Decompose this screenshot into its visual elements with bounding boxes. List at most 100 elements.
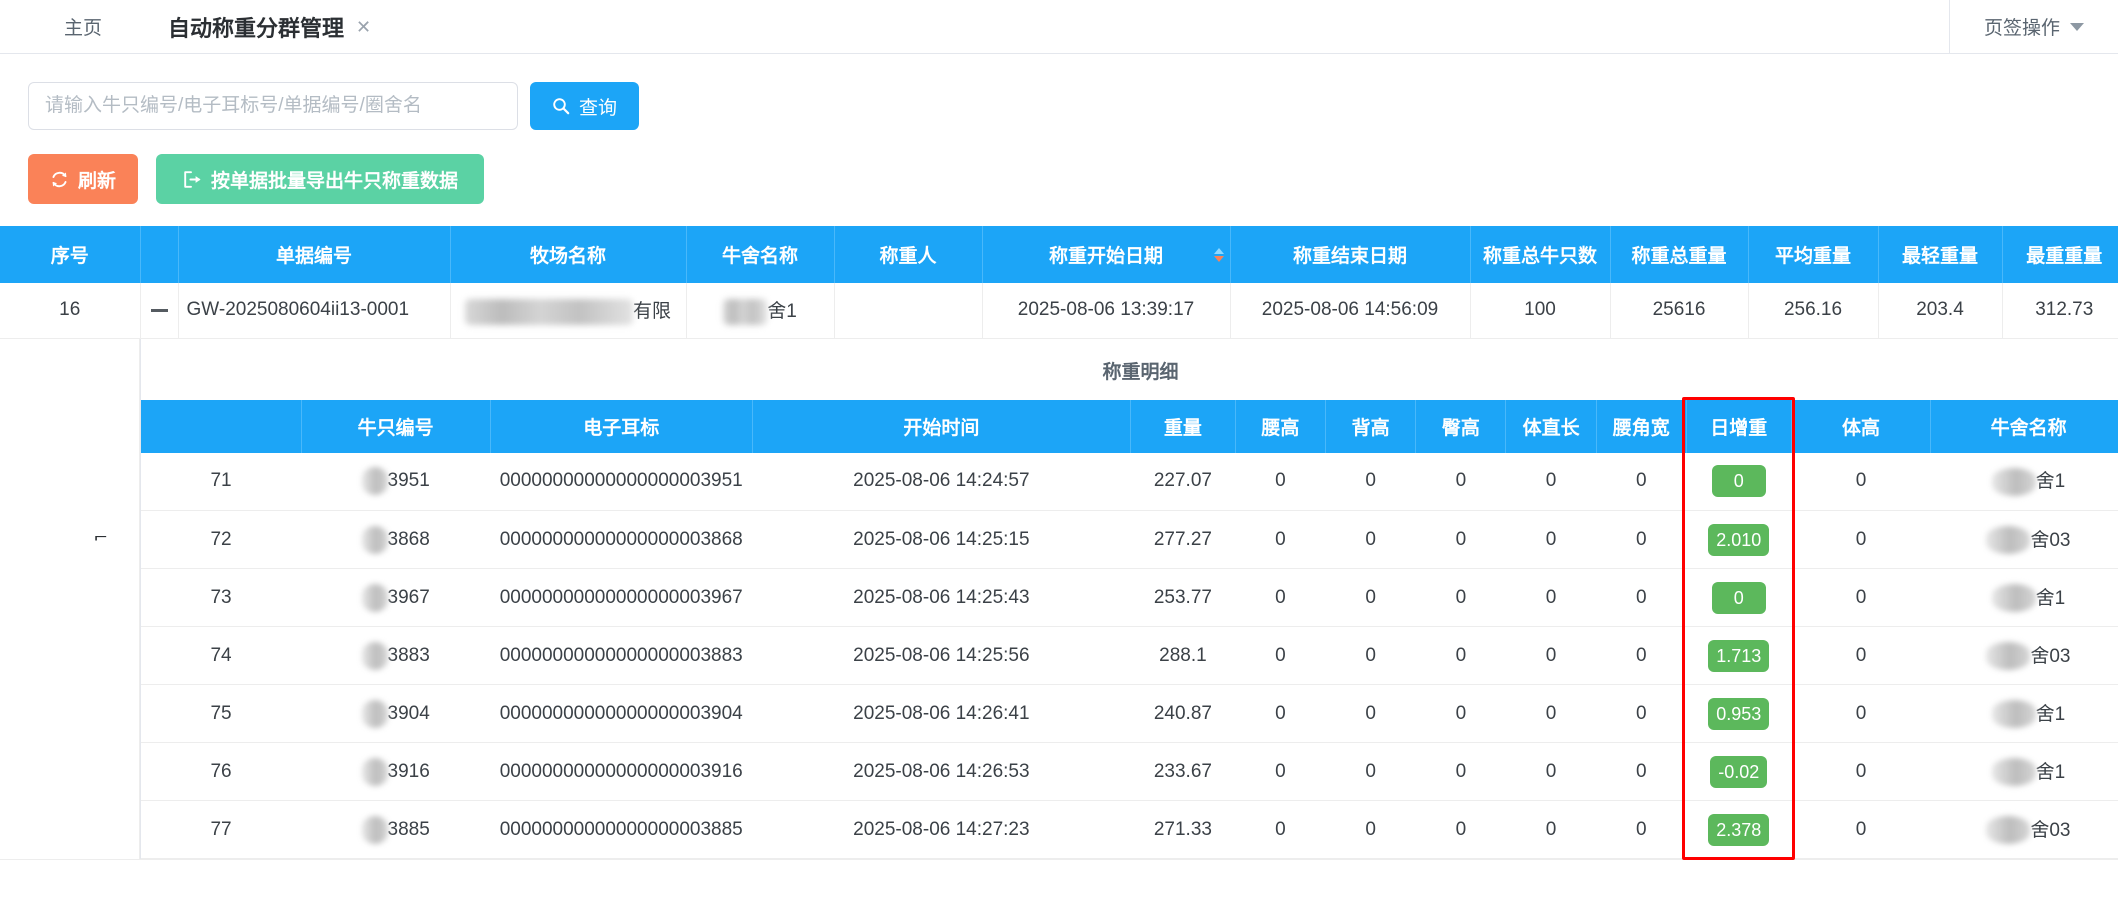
- dcol-back-height[interactable]: 背高: [1325, 400, 1417, 453]
- export-button[interactable]: 按单据批量导出牛只称重数据: [156, 154, 485, 204]
- cell-cow-no: 3868: [301, 510, 491, 569]
- cell-cow-no: 3916: [301, 742, 491, 801]
- cell-hip-height: 0: [1415, 452, 1506, 511]
- detail-table-row[interactable]: 76 3916 00000000000000000003916 2025-08-06 …: [141, 742, 2118, 801]
- cell-hip-width: 0: [1596, 510, 1687, 569]
- col-farm-name[interactable]: 牧场名称: [450, 226, 687, 283]
- col-weigher[interactable]: 称重人: [834, 226, 983, 283]
- cell-body-height: 0: [1791, 800, 1931, 859]
- col-average-weight[interactable]: 平均重量: [1748, 226, 1879, 283]
- col-weigh-end-date[interactable]: 称重结束日期: [1230, 226, 1471, 283]
- cell-cow-no: 3951: [301, 452, 491, 511]
- cell-start-time: 2025-08-06 14:25:43: [752, 568, 1131, 627]
- detail-body: 称重明细: [140, 339, 2118, 859]
- cell-hip-width: 0: [1596, 626, 1687, 685]
- redaction-block: [723, 298, 768, 325]
- col-expand: [140, 226, 179, 283]
- cell-cow-no-suffix: 3868: [387, 528, 430, 550]
- col-total-weight[interactable]: 称重总重量: [1610, 226, 1749, 283]
- table-row[interactable]: 16 GW-2025080604ii13-0001 有限 舍1 2025-08-…: [0, 282, 2118, 339]
- resize-handle-icon[interactable]: ⌐: [94, 529, 108, 546]
- search-input[interactable]: [28, 82, 518, 130]
- search-toolbar: 查询: [0, 54, 2118, 130]
- col-heaviest-weight[interactable]: 最重重量: [2002, 226, 2118, 283]
- dcol-weight[interactable]: 重量: [1130, 400, 1236, 453]
- expand-collapse-button[interactable]: [140, 282, 179, 339]
- redaction-block: [361, 757, 388, 786]
- cell-body-length: 0: [1505, 742, 1597, 801]
- col-serial-no[interactable]: 序号: [0, 226, 141, 283]
- tab-active-label: 自动称重分群管理: [168, 15, 345, 41]
- cell-index: 71: [141, 452, 302, 511]
- redaction-block: [1991, 584, 2036, 613]
- detail-table-row[interactable]: 71 3951 00000000000000000003951 2025-08-06 …: [141, 452, 2118, 511]
- detail-gutter: ⌐: [0, 339, 140, 859]
- cell-back-height: 0: [1325, 510, 1416, 569]
- cell-weight: 277.27: [1130, 510, 1236, 569]
- daily-gain-badge: 1.713: [1708, 639, 1770, 672]
- cell-hip-height: 0: [1415, 568, 1506, 627]
- cell-back-height: 0: [1325, 742, 1416, 801]
- redaction-block: [1991, 700, 2036, 729]
- cell-index: 73: [141, 568, 302, 627]
- tab-auto-weighing-group-management[interactable]: 自动称重分群管理 ✕: [142, 0, 397, 53]
- cell-cow-no-suffix: 3885: [387, 818, 430, 840]
- cell-barn-name: 舍03: [1930, 626, 2118, 685]
- cell-start-time: 2025-08-06 14:27:23: [752, 800, 1131, 859]
- export-button-label: 按单据批量导出牛只称重数据: [211, 170, 459, 192]
- search-button[interactable]: 查询: [530, 82, 640, 130]
- detail-table-row[interactable]: 72 3868 00000000000000000003868 2025-08-06 …: [141, 510, 2118, 569]
- dcol-barn-name[interactable]: 牛舍名称: [1930, 400, 2118, 453]
- detail-table-body: 71 3951 00000000000000000003951 2025-08-06 …: [141, 452, 2118, 859]
- dcol-hip-width[interactable]: 腰角宽: [1596, 400, 1687, 453]
- action-toolbar: 刷新 按单据批量导出牛只称重数据: [0, 130, 2118, 226]
- refresh-button[interactable]: 刷新: [28, 154, 139, 204]
- col-lightest-weight[interactable]: 最轻重量: [1878, 226, 2003, 283]
- cell-ear-tag: 00000000000000000003967: [490, 568, 753, 627]
- cell-barn-name-suffix: 舍1: [2035, 471, 2066, 493]
- dcol-cow-no[interactable]: 牛只编号: [301, 400, 491, 453]
- cell-body-length: 0: [1505, 684, 1597, 743]
- redaction-block: [1991, 758, 2036, 787]
- search-button-label: 查询: [579, 97, 618, 119]
- cell-body-height: 0: [1791, 626, 1931, 685]
- col-total-head-count[interactable]: 称重总牛只数: [1470, 226, 1611, 283]
- dcol-hip-height[interactable]: 臀高: [1415, 400, 1507, 453]
- cell-barn-name: 舍1: [1930, 742, 2118, 801]
- col-weigh-start-date-label: 称重开始日期: [1048, 246, 1163, 268]
- dcol-body-height[interactable]: 体高: [1791, 400, 1932, 453]
- col-barn-name[interactable]: 牛舍名称: [686, 226, 835, 283]
- detail-table-row[interactable]: 75 3904 00000000000000000003904 2025-08-06 …: [141, 684, 2118, 743]
- tab-home[interactable]: 主页: [0, 0, 142, 53]
- detail-table-row[interactable]: 73 3967 00000000000000000003967 2025-08-06 …: [141, 568, 2118, 627]
- daily-gain-badge: 0: [1711, 581, 1766, 614]
- dcol-waist-height[interactable]: 腰高: [1235, 400, 1327, 453]
- cell-daily-gain: -0.02: [1686, 742, 1792, 801]
- col-document-no[interactable]: 单据编号: [178, 226, 451, 283]
- refresh-button-label: 刷新: [78, 170, 117, 192]
- export-icon: [182, 170, 202, 189]
- dcol-ear-tag[interactable]: 电子耳标: [490, 400, 753, 453]
- cell-weight: 253.77: [1130, 568, 1236, 627]
- cell-ear-tag: 00000000000000000003951: [490, 452, 753, 511]
- detail-table-row[interactable]: 77 3885 00000000000000000003885 2025-08-06 …: [141, 800, 2118, 859]
- cell-average-weight: 256.16: [1748, 282, 1879, 339]
- cell-ear-tag: 00000000000000000003904: [490, 684, 753, 743]
- dcol-daily-gain[interactable]: 日增重: [1686, 400, 1792, 453]
- redaction-block: [1986, 642, 2031, 671]
- cell-index: 72: [141, 510, 302, 569]
- dcol-start-time[interactable]: 开始时间: [752, 400, 1132, 453]
- detail-table-row[interactable]: 74 3883 00000000000000000003883 2025-08-06 …: [141, 626, 2118, 685]
- sort-icon[interactable]: [1213, 247, 1224, 262]
- cell-barn-name: 舍1: [686, 282, 835, 339]
- dcol-body-length[interactable]: 体直长: [1505, 400, 1597, 453]
- cell-total-weight: 25616: [1610, 282, 1749, 339]
- tab-actions-menu[interactable]: 页签操作: [1948, 0, 2118, 53]
- cell-barn-name-suffix: 舍03: [2030, 529, 2071, 551]
- minus-icon: [150, 308, 168, 312]
- cell-document-no: GW-2025080604ii13-0001: [178, 282, 451, 339]
- cell-ear-tag: 00000000000000000003916: [490, 742, 753, 801]
- col-weigh-start-date[interactable]: 称重开始日期: [982, 226, 1231, 283]
- close-icon[interactable]: ✕: [356, 16, 372, 37]
- cell-cow-no: 3885: [301, 800, 491, 859]
